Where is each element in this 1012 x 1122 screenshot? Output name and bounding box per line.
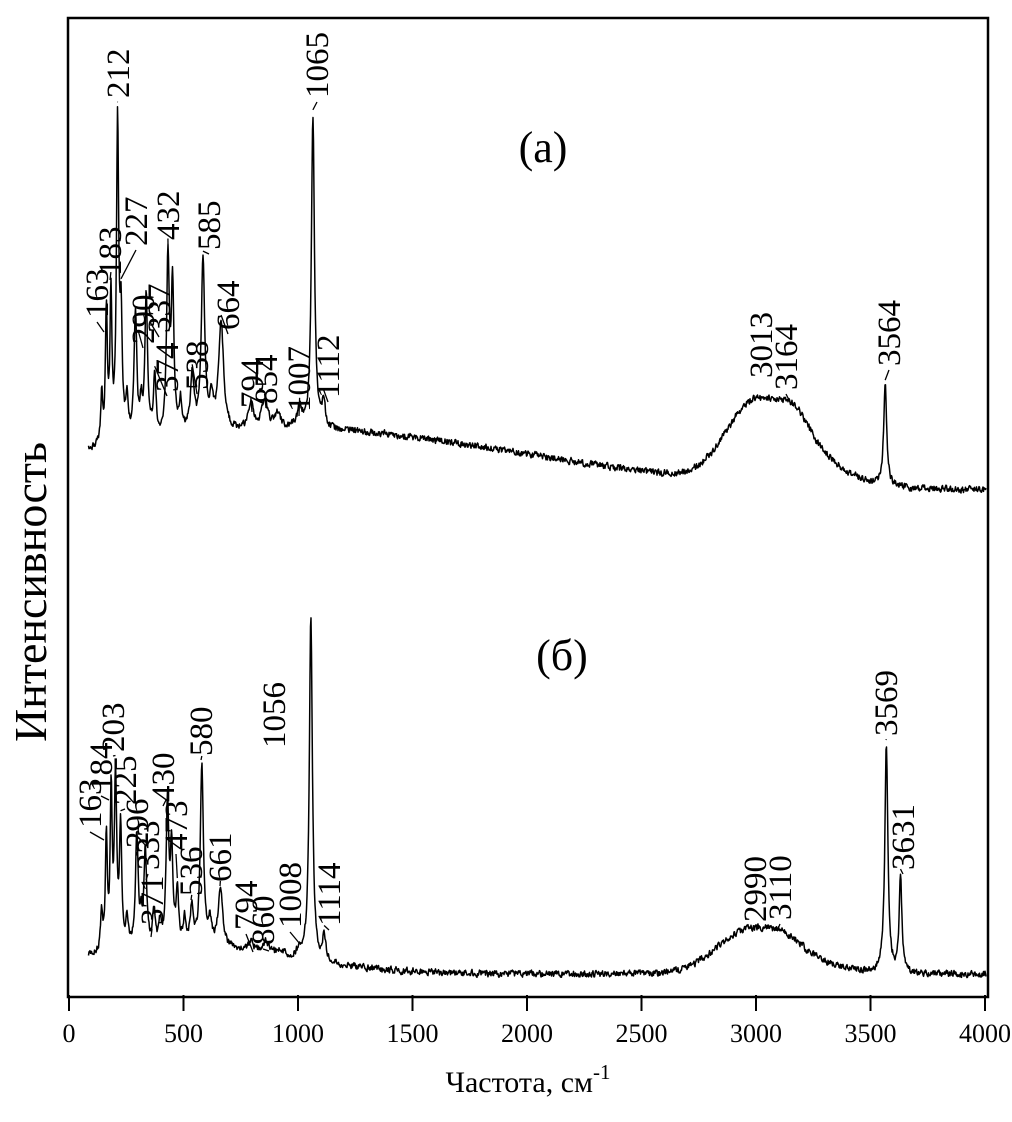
peak-label-227: 227 [119,197,155,247]
x-axis-title-exponent: -1 [593,1060,611,1084]
peak-leader-473 [175,853,178,879]
raman-spectrum-a-trace [87,106,987,494]
peak-label-3164: 3164 [769,324,805,390]
peak-leader-794 [245,933,254,953]
x-tick-label: 1500 [387,1019,439,1048]
peak-leader-296 [135,851,138,857]
spectrum-a: 1631832122272903373744325385856647948541… [80,32,987,494]
peak-leader-337 [149,321,160,338]
peak-label-371: 371 [135,876,171,926]
peak-label-2990: 2990 [738,856,774,922]
peak-leader-536 [190,894,193,901]
x-axis-ticks: 0 500 1000 1500 2000 2500 3000 3500 4000 [63,995,1011,1048]
peak-label-661: 661 [203,833,239,883]
x-axis-title: Частота, см-1 [445,1060,610,1099]
peak-leader-794 [250,397,253,413]
peak-label-290: 290 [126,295,162,345]
peak-leader-183 [109,272,112,281]
peak-label-184: 184 [84,743,120,793]
peak-label-473: 473 [159,801,195,851]
peak-label-296: 296 [120,799,156,849]
x-tick-label: 3000 [730,1019,782,1048]
peak-label-664: 664 [211,281,247,331]
peak-label-430: 430 [146,753,182,803]
peak-leader-333 [145,873,149,881]
peak-leader-3110 [776,923,781,932]
peak-leader-580 [200,755,203,761]
x-tick-label: 0 [63,1019,76,1048]
x-tick-label: 500 [164,1019,203,1048]
peak-label-580: 580 [184,707,220,757]
peak-label-337: 337 [142,284,178,334]
peak-label-3569: 3569 [869,670,905,736]
peak-label-1112: 1112 [311,334,347,398]
peak-label-374: 374 [150,343,186,393]
x-tick-label: 3500 [845,1019,897,1048]
peak-label-585: 585 [192,201,228,251]
raman-spectrum-b-trace [87,617,987,979]
peak-leader-203 [112,754,116,757]
x-axis-title-base: Частота, см [445,1066,593,1099]
peak-leader-163 [89,831,105,841]
peak-label-860: 860 [246,896,282,946]
peak-label-3564: 3564 [872,300,908,366]
panel-a-label: (а) [519,123,568,172]
peak-leader-374 [154,365,168,397]
peak-label-1114: 1114 [312,862,348,926]
peak-leader-1114 [323,925,330,931]
peak-label-1065: 1065 [300,32,336,98]
peak-label-163: 163 [73,779,109,829]
peak-leader-860 [262,948,270,952]
peak-label-183: 183 [93,227,129,277]
peak-label-538: 538 [180,341,216,391]
peak-label-212: 212 [101,49,137,99]
peak-label-3110: 3110 [763,855,799,920]
peak-label-225: 225 [108,756,144,806]
peak-leader-854 [263,393,267,409]
peak-label-3631: 3631 [886,804,922,870]
peak-leader-1008 [289,931,301,945]
peak-leader-3631 [899,868,904,875]
peak-leader-227 [120,249,137,280]
peak-label-333: 333 [131,821,167,871]
peak-label-794: 794 [229,881,265,931]
peak-leader-371 [150,928,153,938]
peak-leader-3164 [785,393,792,405]
x-tick-label: 4000 [959,1019,1011,1048]
peak-label-536: 536 [174,847,210,897]
x-tick-label: 2000 [501,1019,553,1048]
peak-label-854: 854 [249,355,285,405]
peak-leader-225 [120,808,126,812]
peak-leader-1065 [312,101,318,111]
peak-leader-1007 [298,397,301,417]
peak-leader-664 [220,314,229,335]
peak-leader-290 [137,329,144,349]
peak-leader-184 [100,795,110,801]
peak-leader-585 [202,250,210,255]
panel-b-label: (б) [536,631,588,680]
peak-leader-1112 [323,389,329,403]
y-axis-title: Интенсивность [5,442,56,742]
peak-leader-3564 [884,369,890,381]
peak-leader-538 [191,364,198,395]
x-tick-label: 1000 [272,1019,324,1048]
peak-label-1056: 1056 [257,682,293,748]
peak-label-3013: 3013 [744,312,780,378]
peak-label-203: 203 [96,703,132,753]
peak-label-432: 432 [151,191,187,241]
peak-leader-163 [96,321,105,333]
peak-leader-430 [162,799,167,807]
peak-label-1008: 1008 [273,862,309,928]
x-tick-label: 2500 [616,1019,668,1048]
